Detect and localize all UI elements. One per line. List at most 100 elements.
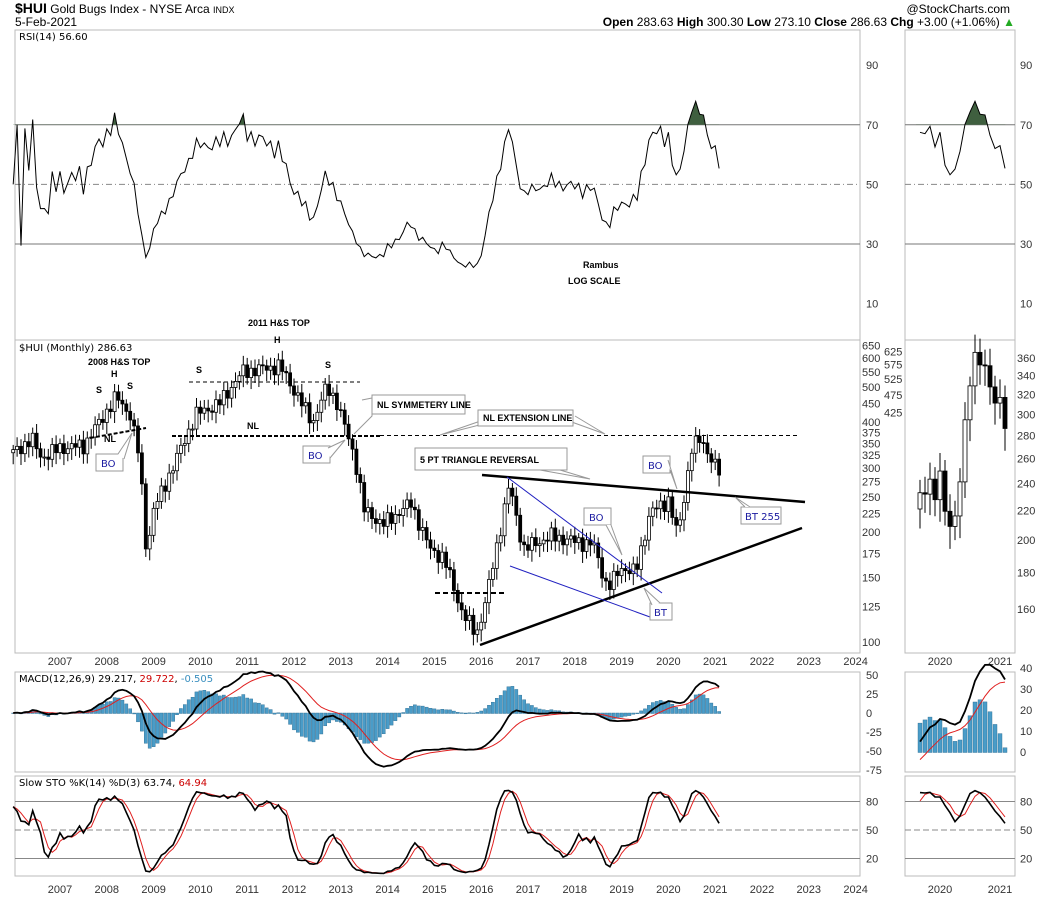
candle: [139, 452, 144, 485]
candle: [623, 568, 628, 572]
candle: [565, 538, 569, 546]
candle: [420, 527, 425, 531]
candle: [159, 485, 164, 502]
macd-histogram-bar: [237, 696, 242, 714]
year-tick-label: 2007: [48, 656, 72, 668]
candle: [467, 614, 472, 622]
macd-histogram-bar: [378, 712, 382, 738]
candle: [717, 458, 721, 476]
candle: [295, 392, 300, 396]
sto-tick-label: 20: [866, 854, 878, 866]
macd-histogram-bar: [206, 691, 211, 714]
candle: [942, 470, 948, 512]
year-tick-label: 2017: [516, 884, 540, 896]
candle: [22, 441, 27, 455]
price-tick-label: 275: [862, 477, 880, 489]
macd-histogram-bar: [623, 712, 628, 717]
macd-histogram-bar: [432, 708, 437, 714]
macd-histogram-bar: [225, 697, 230, 714]
label-s: S: [196, 365, 202, 375]
macd-histogram-bar: [987, 711, 993, 753]
macd-histogram-bar: [678, 708, 682, 714]
candle: [65, 448, 70, 455]
macd-histogram-bar: [249, 698, 253, 714]
candle: [549, 527, 554, 542]
candle: [518, 514, 523, 543]
candle: [533, 537, 538, 547]
candle: [674, 517, 679, 526]
macd-histogram-bar: [674, 707, 678, 714]
candle: [143, 483, 148, 550]
candle: [77, 439, 82, 448]
panel-frames: [14, 29, 1016, 877]
macd-histogram-bar: [937, 719, 943, 753]
candle: [26, 441, 31, 448]
candle: [957, 481, 963, 517]
candle: [163, 485, 168, 492]
macd-histogram-bar: [358, 712, 363, 740]
candle: [338, 409, 343, 412]
candle: [229, 387, 234, 399]
candle: [576, 537, 581, 543]
year-tick-label: 2008: [95, 656, 119, 668]
macd-histogram-bar: [456, 711, 460, 714]
year-tick-label: 2011: [235, 656, 259, 668]
year-tick-label: 2019: [609, 656, 633, 668]
label-nl: NL: [247, 421, 259, 431]
candle: [233, 381, 238, 388]
macd-histogram-bar: [385, 712, 390, 729]
candle: [147, 534, 152, 550]
price-tick-label: 100: [862, 637, 880, 649]
candle: [69, 443, 74, 450]
candle: [253, 367, 257, 377]
svg-text:BT: BT: [654, 608, 668, 619]
sto-d-line: [12, 790, 720, 874]
macd-histogram-bar: [167, 712, 172, 727]
price-tick-label: 325: [862, 450, 880, 462]
rsi-tick-label: 90: [1020, 60, 1032, 72]
price-tick-label: 650: [862, 340, 880, 352]
macd-tick-label: -50: [866, 746, 882, 758]
label-s: S: [96, 385, 102, 395]
macd-histogram-bar: [124, 703, 129, 714]
exchange: INDX: [213, 5, 235, 15]
price-tick-label: 300: [862, 463, 880, 475]
candle: [342, 409, 347, 425]
inset-price-tick-label: 160: [1017, 604, 1035, 616]
candle: [381, 519, 386, 527]
macd-line: [13, 670, 720, 768]
candle: [689, 452, 694, 472]
macd-histogram-bar: [151, 712, 156, 747]
macd-histogram-bar: [292, 712, 296, 731]
macd-histogram-bar: [218, 695, 222, 714]
candle: [334, 392, 339, 411]
candle: [475, 629, 480, 635]
macd-histogram-bar: [495, 698, 499, 714]
macd-histogram-bar: [463, 712, 468, 715]
year-tick-label: 2009: [141, 884, 165, 896]
macd-histogram-bar: [510, 686, 515, 714]
candle: [15, 445, 19, 451]
year-tick-label: 2013: [329, 884, 353, 896]
macd-histogram-bar: [276, 712, 281, 714]
macd-histogram-bar: [471, 712, 476, 714]
candle: [678, 519, 682, 526]
candle: [288, 372, 293, 387]
candle: [705, 442, 710, 455]
candle: [615, 570, 620, 577]
macd-histogram-bar: [405, 708, 409, 714]
candle: [522, 541, 526, 546]
svg-text:BO: BO: [589, 513, 604, 524]
copyright: @StockCharts.com: [906, 2, 1010, 16]
candle: [303, 402, 308, 407]
label-2008-hs-top: 2008 H&S TOP: [88, 357, 150, 367]
inset-price-tick-label: 200: [1017, 535, 1035, 547]
year-tick-label: 2009: [141, 656, 165, 668]
macd-tick-label: 0: [866, 708, 872, 720]
macd-histogram-bar: [459, 712, 464, 714]
macd-histogram-bar: [120, 699, 125, 714]
year-tick-label: 2022: [750, 656, 774, 668]
year-tick-label: 2012: [282, 884, 306, 896]
price-tick-label: 250: [862, 492, 880, 504]
